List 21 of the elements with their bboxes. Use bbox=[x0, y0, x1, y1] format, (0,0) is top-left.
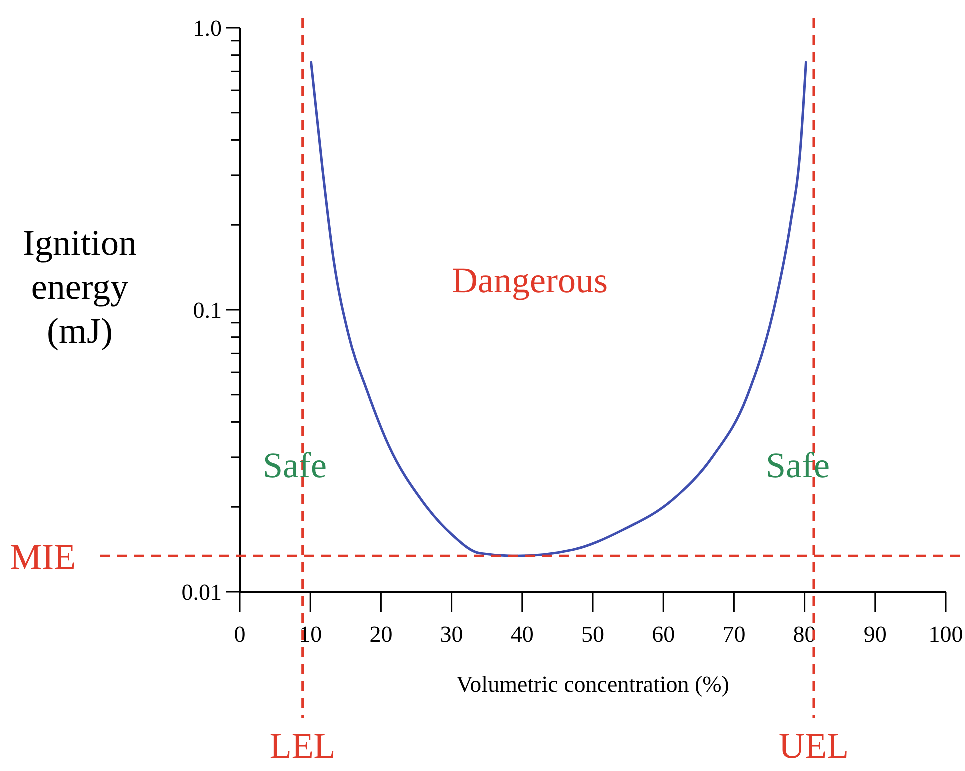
x-tick-label: 90 bbox=[864, 622, 887, 647]
x-tick-label: 100 bbox=[928, 622, 964, 647]
ref-line-label: UEL bbox=[778, 726, 849, 766]
x-tick-label: 50 bbox=[582, 622, 604, 647]
annotation: Safe bbox=[263, 446, 327, 486]
y-tick-label: 0.1 bbox=[193, 298, 222, 324]
x-tick-label: 30 bbox=[440, 622, 464, 647]
y-axis-title: Ignition energy (mJ) bbox=[23, 223, 137, 351]
y-tick-label: 0.01 bbox=[182, 580, 222, 606]
annotation: Safe bbox=[766, 446, 830, 486]
x-tick-label: 40 bbox=[510, 622, 534, 647]
x-tick-label: 0 bbox=[234, 622, 246, 647]
ref-line-label: LEL bbox=[270, 726, 336, 766]
annotation: Dangerous bbox=[452, 260, 608, 301]
y-tick-label: 1.0 bbox=[193, 16, 222, 42]
ref-line-label: MIE bbox=[10, 536, 76, 577]
x-tick-label: 20 bbox=[370, 622, 393, 647]
x-tick-label: 70 bbox=[722, 622, 746, 647]
x-tick-label: 60 bbox=[652, 622, 676, 647]
x-tick-label: 10 bbox=[299, 622, 322, 647]
x-axis-title: Volumetric concentration (%) bbox=[456, 672, 730, 697]
